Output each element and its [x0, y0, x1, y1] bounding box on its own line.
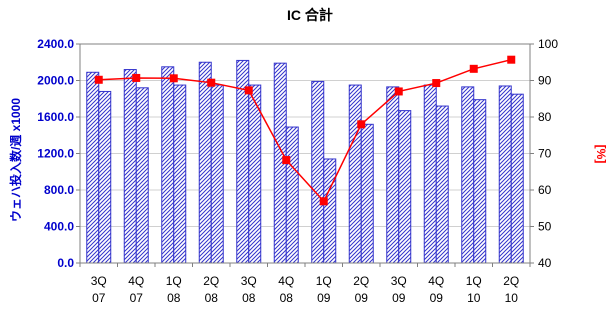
rate-line: [94, 55, 516, 206]
bar: [161, 66, 175, 264]
left-tick-label: 400.0: [44, 220, 74, 234]
x-tick-label: 07: [130, 291, 144, 305]
x-tick-label: 2Q: [203, 274, 219, 288]
plot-area-border: [79, 43, 531, 264]
x-tick-label: 4Q: [428, 274, 444, 288]
right-tick-label: 70: [538, 147, 552, 161]
x-tick-label: 09: [355, 291, 369, 305]
bar: [360, 123, 374, 264]
rate-point: [132, 73, 141, 82]
bar: [473, 99, 487, 264]
bar: [98, 90, 112, 264]
rate-point: [282, 156, 291, 165]
bar: [348, 84, 362, 264]
x-tick-label: 10: [505, 291, 519, 305]
x-tick-label: 3Q: [241, 274, 257, 288]
bar: [86, 71, 100, 264]
rate-point: [394, 87, 403, 96]
bar: [135, 87, 149, 264]
bar: [323, 158, 337, 264]
bar: [210, 84, 224, 264]
right-axis-ticks: 40 50 60 70 80 90 100: [538, 37, 558, 270]
left-tick-label: 800.0: [44, 183, 74, 197]
x-tick-label: 2Q: [353, 274, 369, 288]
x-tick-label: 08: [280, 291, 294, 305]
rate-point: [244, 86, 253, 95]
left-tick-label: 2000.0: [37, 74, 74, 88]
x-tick-label: 4Q: [128, 274, 144, 288]
rate-point: [357, 120, 366, 129]
left-axis-label: ウェハ投入数/週 x1000: [8, 98, 23, 222]
x-tick-label: 1Q: [466, 274, 482, 288]
bar: [435, 105, 449, 264]
bar: [398, 110, 412, 264]
left-tick-label: 1200.0: [37, 147, 74, 161]
bar: [498, 85, 512, 264]
x-tick-label: 07: [92, 291, 106, 305]
chart-title: IC 合計: [287, 7, 333, 23]
right-tick-label: 90: [538, 74, 552, 88]
rate-point: [507, 55, 516, 64]
rate-point: [319, 197, 328, 206]
rate-point: [207, 78, 216, 87]
x-tick-label: 10: [467, 291, 481, 305]
x-tick-label: 2Q: [503, 274, 519, 288]
x-tick-label: 1Q: [166, 274, 182, 288]
bar: [461, 86, 475, 264]
x-tick-label: 09: [430, 291, 444, 305]
bars: [86, 59, 524, 264]
rate-point: [94, 75, 103, 84]
x-tick-label: 3Q: [391, 274, 407, 288]
bar: [248, 84, 262, 264]
bar: [510, 93, 524, 264]
x-tick-label: 08: [242, 291, 256, 305]
rate-point: [169, 74, 178, 83]
right-tick-label: 60: [538, 183, 552, 197]
right-tick-label: 80: [538, 110, 552, 124]
left-tick-label: 2400.0: [37, 37, 74, 51]
rate-line-path: [98, 58, 512, 203]
bar: [173, 84, 187, 264]
x-tick-label: 08: [167, 291, 181, 305]
x-tick-label: 08: [205, 291, 219, 305]
left-axis-ticks: 0.0 400.0 800.0 1200.0 1600.0 2000.0 2400.0: [37, 37, 74, 270]
rate-point: [469, 64, 478, 73]
bar: [423, 84, 437, 264]
x-tick-label: 09: [317, 291, 331, 305]
gridlines: [76, 43, 534, 267]
rate-point: [432, 79, 441, 88]
bar: [311, 80, 325, 264]
right-tick-label: 50: [538, 220, 552, 234]
bar: [123, 69, 137, 264]
x-axis-ticks: 3Q 07 4Q 07 1Q 08 2Q 08 3Q 08 4Q 08 1Q 09 2Q 09 3Q 09 4Q 09…: [91, 274, 520, 305]
bar: [285, 126, 299, 264]
right-tick-label: 100: [538, 37, 558, 51]
x-tick-label: 09: [392, 291, 406, 305]
right-tick-label: 40: [538, 256, 552, 270]
left-tick-label: 1600.0: [37, 110, 74, 124]
x-tick-label: 1Q: [316, 274, 332, 288]
x-tick-label: 3Q: [91, 274, 107, 288]
left-tick-label: 0.0: [57, 256, 74, 270]
bar: [198, 61, 212, 264]
bar: [386, 86, 400, 264]
x-tick-label: 4Q: [278, 274, 294, 288]
right-axis-label: [%]: [594, 145, 608, 164]
